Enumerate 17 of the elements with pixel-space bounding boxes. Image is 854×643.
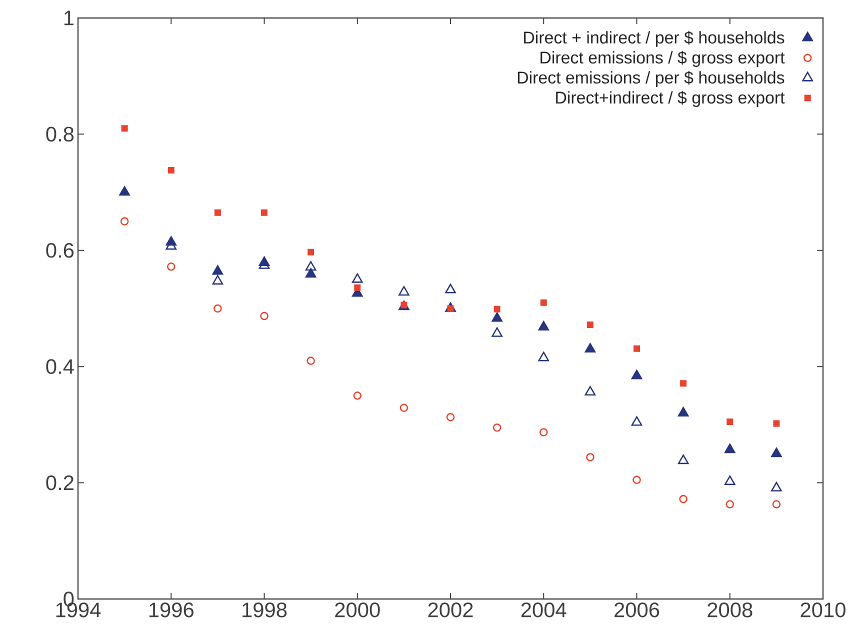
y-tick-label: 0.8 bbox=[46, 126, 74, 142]
x-tick-label: 2006 bbox=[614, 602, 660, 618]
x-tick-label: 2004 bbox=[521, 602, 566, 618]
y-tick-label: 1 bbox=[64, 10, 74, 26]
x-tick-label: 2000 bbox=[335, 602, 380, 618]
legend-label: Direct emissions / per $ households bbox=[518, 70, 784, 87]
legend-label: Direct+indirect / $ gross export bbox=[556, 90, 785, 107]
x-tick-label: 1996 bbox=[149, 602, 194, 618]
x-tick-label: 2002 bbox=[428, 602, 473, 618]
y-tick-label: 0.6 bbox=[46, 242, 74, 258]
y-tick-label: 0.2 bbox=[46, 475, 74, 490]
legend-label: Direct emissions / $ gross export bbox=[540, 50, 785, 67]
legend-label: Direct + indirect / per $ households bbox=[524, 30, 784, 47]
x-tick-label: 1998 bbox=[242, 602, 287, 618]
x-tick-label: 2008 bbox=[708, 602, 752, 618]
y-tick-label: 0.4 bbox=[46, 359, 74, 374]
x-tick-label: 2010 bbox=[800, 602, 846, 618]
